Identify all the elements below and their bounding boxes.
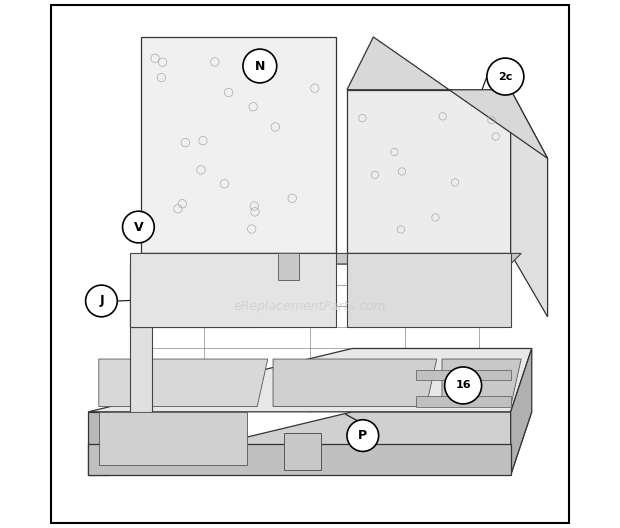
- Polygon shape: [88, 412, 532, 475]
- Polygon shape: [99, 412, 247, 465]
- Polygon shape: [130, 264, 152, 412]
- Polygon shape: [283, 433, 321, 470]
- Circle shape: [347, 420, 379, 451]
- Polygon shape: [130, 253, 337, 327]
- Polygon shape: [511, 90, 547, 317]
- Circle shape: [445, 367, 482, 404]
- Polygon shape: [88, 412, 109, 475]
- Polygon shape: [278, 253, 299, 280]
- FancyBboxPatch shape: [51, 5, 569, 523]
- Circle shape: [123, 211, 154, 243]
- Circle shape: [86, 285, 117, 317]
- Text: N: N: [255, 60, 265, 72]
- Polygon shape: [347, 90, 511, 253]
- Text: 2c: 2c: [498, 72, 513, 81]
- Text: V: V: [133, 221, 143, 233]
- Text: P: P: [358, 429, 368, 442]
- Circle shape: [487, 58, 524, 95]
- Polygon shape: [347, 253, 511, 327]
- Polygon shape: [88, 348, 532, 412]
- Polygon shape: [130, 264, 257, 327]
- Circle shape: [243, 49, 277, 83]
- Polygon shape: [415, 396, 511, 407]
- Polygon shape: [347, 37, 547, 158]
- Polygon shape: [415, 370, 511, 380]
- Polygon shape: [130, 253, 521, 264]
- Polygon shape: [99, 359, 268, 407]
- Polygon shape: [511, 348, 532, 475]
- Polygon shape: [442, 359, 521, 407]
- Text: 16: 16: [455, 381, 471, 390]
- Polygon shape: [141, 37, 337, 253]
- Text: eReplacementParts.com: eReplacementParts.com: [234, 300, 386, 313]
- Text: J: J: [99, 295, 104, 307]
- Polygon shape: [273, 359, 436, 407]
- Polygon shape: [88, 444, 511, 475]
